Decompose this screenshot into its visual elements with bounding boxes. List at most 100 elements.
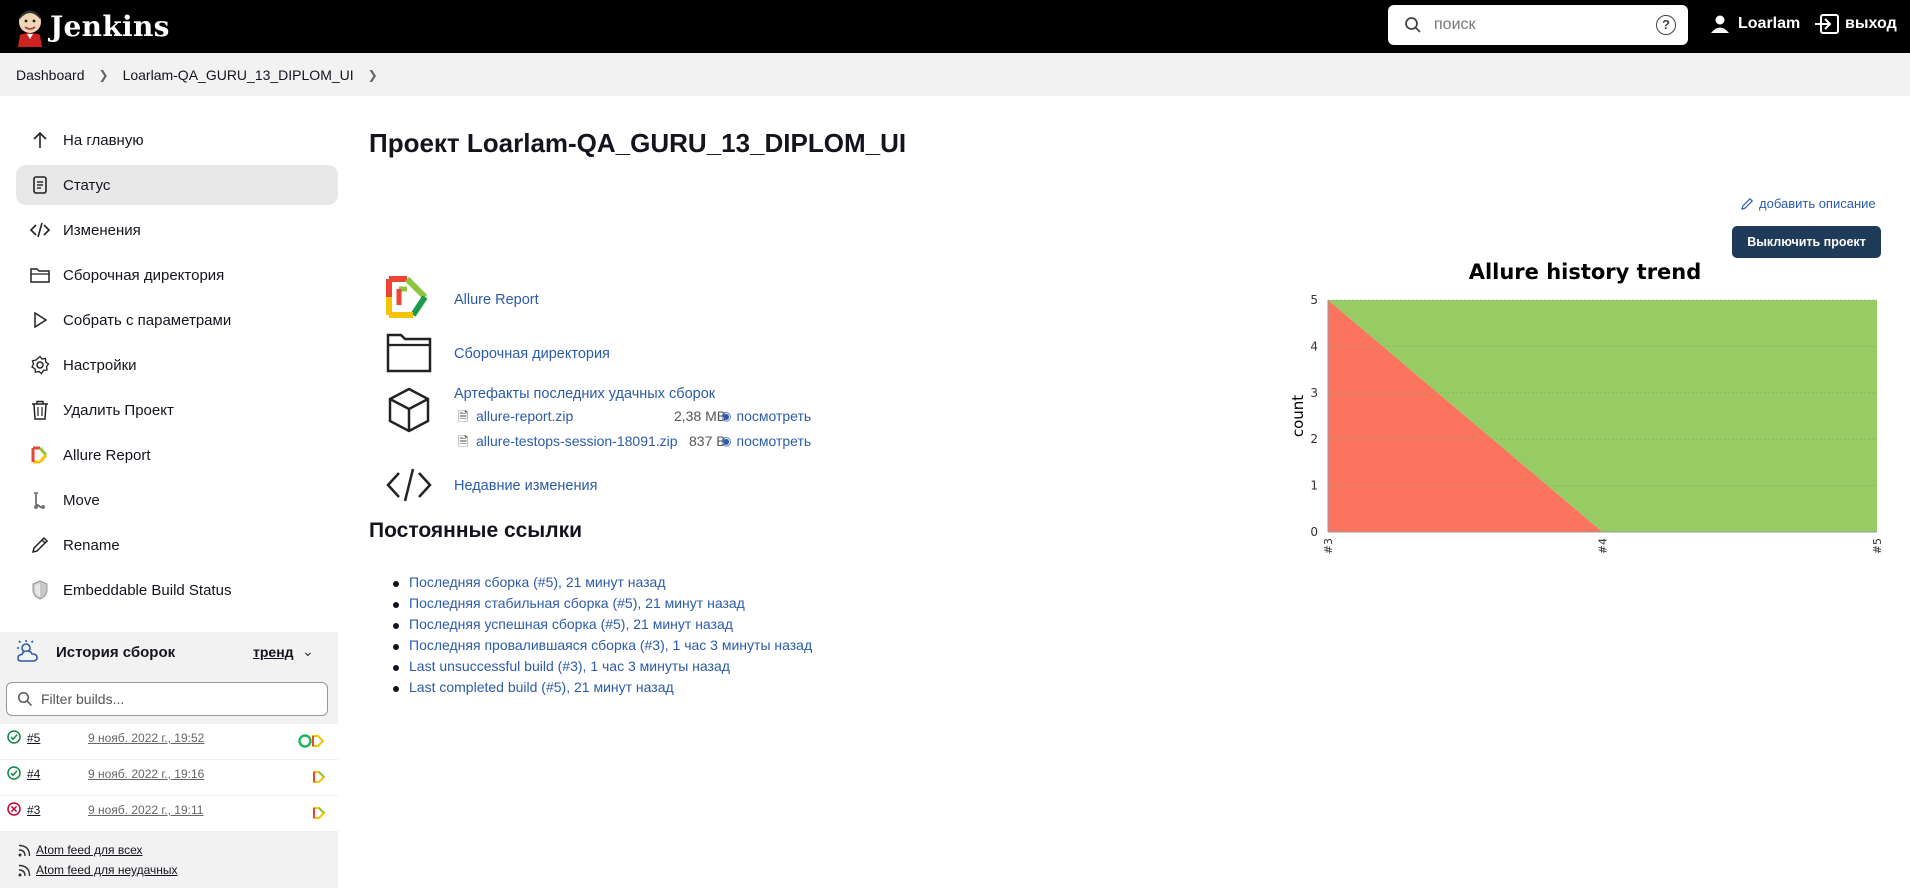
sidebar-item-label: Статус: [63, 176, 111, 194]
disable-project-button[interactable]: Выключить проект: [1732, 226, 1881, 258]
permalink-last-unsuccessful[interactable]: Last unsuccessful build (#3), 1 час 3 ми…: [409, 658, 730, 674]
permalink-last-completed[interactable]: Last completed build (#5), 21 минут наза…: [409, 679, 674, 695]
sidebar-item-changes[interactable]: Изменения: [16, 210, 338, 250]
x-tick-label: #4: [1597, 538, 1610, 554]
sidebar-item-label: Allure Report: [63, 446, 151, 464]
recent-changes-link[interactable]: Недавние изменения: [454, 478, 598, 494]
breadcrumb: Dashboard ❯ Loarlam-QA_GURU_13_DIPLOM_UI…: [0, 53, 1910, 96]
code-icon: [386, 468, 432, 502]
success-status-icon: [7, 766, 21, 780]
top-header: Jenkins ? Loarlam выход: [0, 0, 1910, 53]
help-icon[interactable]: ?: [1656, 15, 1676, 35]
build-number-link[interactable]: #4: [27, 767, 41, 781]
allure-icon[interactable]: [312, 806, 326, 820]
list-item: Last unsuccessful build (#3), 1 час 3 ми…: [392, 658, 812, 679]
y-tick-label: 3: [1310, 386, 1318, 400]
move-icon: [29, 489, 51, 511]
build-date-link[interactable]: 9 нояб. 2022 г., 19:52: [88, 731, 205, 745]
artifact-link[interactable]: allure-testops-session-18091.zip: [476, 433, 678, 449]
sidebar-item-allure-report[interactable]: Allure Report: [16, 435, 338, 475]
build-history-header: История сборок: [0, 632, 338, 672]
logout-link[interactable]: выход: [1815, 14, 1897, 34]
atom-feeds: Atom feed для всех Atom feed для неудачн…: [18, 840, 178, 880]
atom-feed-all-link[interactable]: Atom feed для всех: [36, 843, 143, 857]
user-link[interactable]: Loarlam: [1710, 14, 1800, 34]
sidebar-item-label: Embeddable Build Status: [63, 581, 232, 599]
success-status-icon: [7, 730, 21, 744]
sidebar-item-label: Rename: [63, 536, 120, 554]
sidebar-item-workspace[interactable]: Сборочная директория: [16, 255, 338, 295]
status-doc-icon: [29, 174, 51, 196]
sidebar-item-delete-project[interactable]: Удалить Проект: [16, 390, 338, 430]
build-date-link[interactable]: 9 нояб. 2022 г., 19:11: [88, 803, 204, 817]
search-input[interactable]: [1434, 16, 1644, 34]
permalink-last-build[interactable]: Последняя сборка (#5), 21 минут назад: [409, 574, 666, 590]
sidebar-item-build-with-params[interactable]: Собрать с параметрами: [16, 300, 338, 340]
sidebar-item-label: Удалить Проект: [63, 401, 174, 419]
chevron-right-icon: ❯: [98, 67, 109, 82]
allure-icon[interactable]: [312, 770, 326, 784]
folder-icon: [386, 333, 432, 373]
allure-report-link[interactable]: Allure Report: [454, 292, 539, 308]
sidebar-item-status[interactable]: Статус: [16, 165, 338, 205]
y-tick-label: 5: [1310, 293, 1318, 307]
workspace-link[interactable]: Сборочная директория: [454, 346, 610, 362]
permalink-last-failed[interactable]: Последняя провалившаяся сборка (#3), 1 ч…: [409, 637, 813, 653]
rss-icon: [18, 844, 31, 856]
file-icon: 🗎: [458, 409, 469, 424]
artifacts-link[interactable]: Артефакты последних удачных сборок: [454, 386, 716, 402]
sidebar-item-label: На главную: [63, 131, 144, 149]
jenkins-logo[interactable]: Jenkins: [14, 7, 170, 47]
sidebar-item-rename[interactable]: Rename: [16, 525, 338, 565]
build-number-link[interactable]: #3: [27, 803, 41, 817]
atom-feed-failed-link[interactable]: Atom feed для неудачных: [36, 863, 178, 877]
sidebar-item-settings[interactable]: Настройки: [16, 345, 338, 385]
artifact-view-link[interactable]: ◉ посмотреть: [721, 408, 812, 424]
sidebar-item-embeddable-build-status[interactable]: Embeddable Build Status: [16, 570, 338, 610]
list-item: Последняя успешная сборка (#5), 21 минут…: [392, 616, 812, 637]
chart-area-series-1: [1328, 300, 1877, 532]
allure-icon: [29, 444, 51, 466]
artifact-view-link[interactable]: ◉ посмотреть: [721, 433, 812, 449]
artifact-row: 🗎 allure-testops-session-18091.zip 837 B…: [458, 433, 878, 453]
breadcrumb-dashboard[interactable]: Dashboard: [16, 66, 85, 83]
y-tick-label: 1: [1310, 479, 1318, 493]
filter-builds-input[interactable]: [41, 691, 321, 707]
build-badges: [298, 734, 326, 752]
y-tick-label: 0: [1310, 525, 1318, 539]
permalink-last-successful[interactable]: Последняя успешная сборка (#5), 21 минут…: [409, 616, 733, 632]
breadcrumb-project[interactable]: Loarlam-QA_GURU_13_DIPLOM_UI: [122, 66, 354, 83]
chevron-down-icon[interactable]: ⌄: [302, 643, 314, 659]
allure-history-trend-chart[interactable]: Allure history trend 0 1 2 3 4 5 #3 #4 #5 count: [1285, 255, 1885, 565]
pencil-icon: [1741, 197, 1754, 210]
package-icon: [388, 387, 430, 433]
fingerprint-icon: ◉: [721, 409, 732, 423]
file-icon: 🗎: [458, 434, 469, 449]
sidebar-item-label: Изменения: [63, 221, 141, 239]
sidebar-item-label: Сборочная директория: [63, 266, 225, 284]
sidebar-item-move[interactable]: Move: [16, 480, 338, 520]
add-description-link[interactable]: добавить описание: [1740, 196, 1876, 211]
build-list: #5 9 нояб. 2022 г., 19:52 #4 9 нояб. 202…: [0, 724, 338, 832]
artifact-row: 🗎 allure-report.zip 2,38 MB ◉ посмотреть: [458, 408, 878, 428]
y-tick-label: 2: [1310, 432, 1318, 446]
build-number-link[interactable]: #5: [27, 731, 41, 745]
artifact-link[interactable]: allure-report.zip: [476, 408, 574, 424]
chevron-right-icon[interactable]: ❯: [367, 67, 378, 82]
testops-icon[interactable]: [298, 734, 326, 748]
chart-area-series-0: [1328, 300, 1877, 532]
filter-builds-field: [6, 682, 328, 716]
permalink-last-stable[interactable]: Последняя стабильная сборка (#5), 21 мин…: [409, 595, 745, 611]
sidebar-item-label: Move: [63, 491, 100, 509]
list-item: Последняя сборка (#5), 21 минут назад: [392, 574, 812, 595]
sidebar-item-home[interactable]: На главную: [16, 120, 338, 160]
add-description-label: добавить описание: [1759, 196, 1876, 211]
page-title: Проект Loarlam-QA_GURU_13_DIPLOM_UI: [369, 128, 907, 158]
build-badges: [312, 770, 326, 788]
chart-title: Allure history trend: [1469, 260, 1702, 284]
search-icon: [1405, 17, 1421, 33]
code-icon: [29, 219, 51, 241]
allure-icon: [386, 276, 428, 318]
trend-link[interactable]: тренд: [253, 644, 294, 660]
build-date-link[interactable]: 9 нояб. 2022 г., 19:16: [88, 767, 205, 781]
